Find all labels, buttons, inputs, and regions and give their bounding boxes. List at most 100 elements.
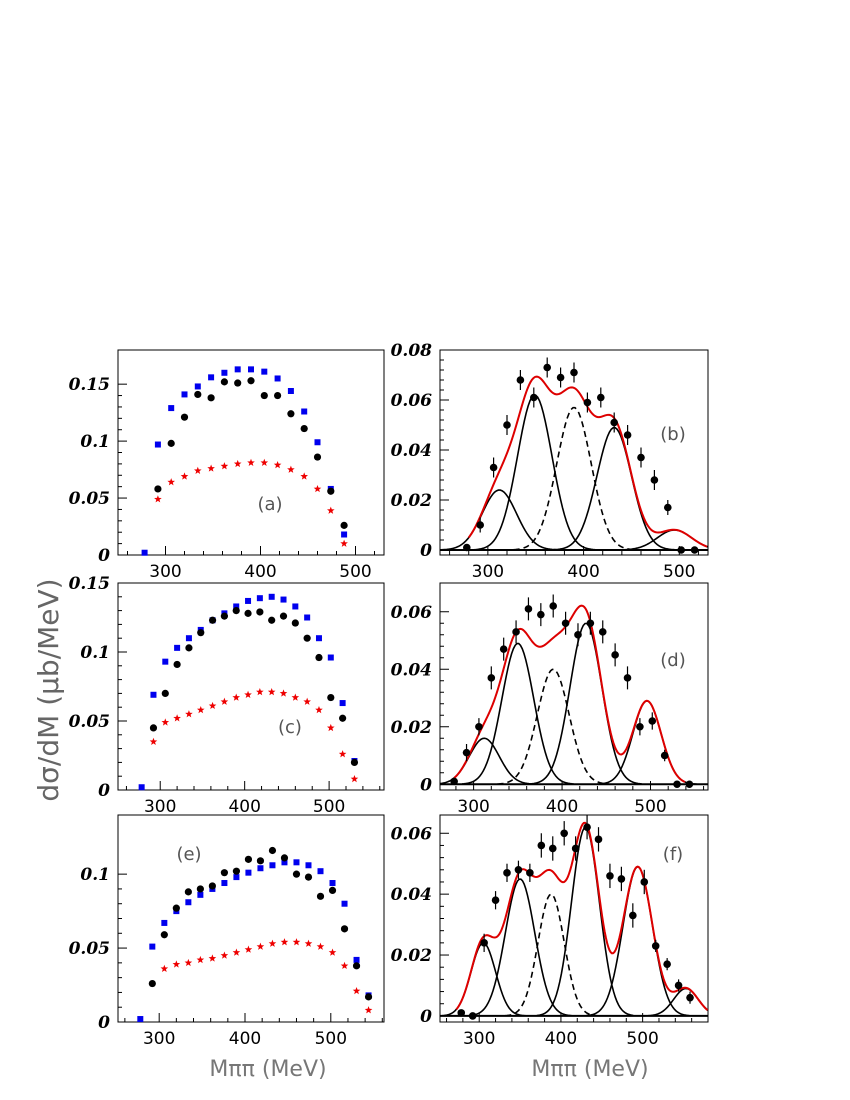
red-star-point bbox=[244, 945, 253, 953]
y-tick-label-b: 0.02 bbox=[391, 491, 433, 511]
black-circle-point bbox=[280, 854, 289, 862]
data-point bbox=[677, 546, 685, 554]
red-star-point bbox=[247, 458, 255, 466]
x-tick-label-d: 300 bbox=[457, 797, 489, 817]
data-point bbox=[503, 421, 511, 429]
blue-square-point bbox=[317, 868, 324, 875]
red-star-point bbox=[287, 465, 295, 473]
data-point bbox=[610, 418, 618, 427]
red-star-point bbox=[280, 938, 289, 946]
red-star-point bbox=[260, 458, 269, 466]
blue-square-point bbox=[292, 603, 299, 610]
data-point bbox=[594, 835, 603, 844]
component-curve-f-3 bbox=[505, 893, 597, 1017]
component-curve-f-4 bbox=[536, 826, 634, 1017]
blue-square-point bbox=[141, 549, 148, 556]
red-star-point bbox=[304, 939, 313, 947]
black-circle-point bbox=[303, 634, 311, 642]
total-fit-curve-d bbox=[453, 604, 686, 783]
red-star-point bbox=[327, 723, 335, 732]
black-circle-point bbox=[244, 609, 252, 617]
blue-square-point bbox=[208, 374, 215, 381]
panel-label-a: (a) bbox=[257, 494, 282, 515]
x-axis-title-left: Mππ (MeV) bbox=[209, 1057, 326, 1082]
blue-square-point bbox=[268, 593, 275, 600]
red-star-point bbox=[173, 714, 181, 722]
red-star-point bbox=[244, 690, 252, 699]
red-star-point bbox=[292, 938, 301, 946]
black-circle-point bbox=[172, 904, 180, 912]
data-point bbox=[516, 376, 525, 384]
data-point bbox=[503, 869, 511, 877]
panel-label-c: (c) bbox=[278, 717, 302, 738]
black-circle-point bbox=[339, 714, 347, 722]
data-point bbox=[571, 844, 580, 853]
y-tick-label-d: 0 bbox=[420, 775, 432, 795]
black-circle-point bbox=[208, 882, 216, 890]
x-axis-title-right: Mππ (MeV) bbox=[531, 1057, 648, 1082]
red-star-point bbox=[267, 688, 276, 696]
data-point bbox=[650, 476, 659, 484]
x-tick-label-e: 500 bbox=[315, 1029, 347, 1049]
red-star-point bbox=[316, 942, 325, 950]
red-star-point bbox=[256, 688, 264, 696]
blue-square-point bbox=[293, 859, 300, 866]
black-circle-point bbox=[256, 857, 265, 865]
component-curve-d-1 bbox=[440, 737, 536, 785]
data-point bbox=[548, 844, 557, 853]
y-tick-label-c: 0.05 bbox=[69, 712, 110, 732]
component-curve-b-2 bbox=[474, 394, 596, 551]
component-curve-d-4 bbox=[530, 622, 642, 785]
blue-square-point bbox=[162, 658, 169, 665]
data-point bbox=[597, 393, 605, 402]
data-point bbox=[537, 610, 545, 619]
red-star-point bbox=[273, 461, 282, 469]
black-circle-point bbox=[184, 888, 192, 896]
red-star-point bbox=[327, 506, 335, 514]
red-star-point bbox=[207, 464, 215, 472]
x-tick-label-e: 300 bbox=[143, 1029, 175, 1049]
blue-square-point bbox=[154, 441, 161, 448]
data-point bbox=[636, 722, 644, 731]
black-circle-point bbox=[247, 377, 255, 385]
red-star-point bbox=[154, 495, 162, 503]
red-star-point bbox=[303, 697, 311, 705]
blue-square-point bbox=[233, 603, 240, 610]
blue-square-point bbox=[329, 880, 336, 887]
x-tick-label-e: 400 bbox=[229, 1029, 261, 1049]
panel-c: 0 0.05 0.1 0.15 300 400 500 (c) bbox=[69, 574, 385, 817]
x-tick-label-c: 400 bbox=[228, 797, 260, 817]
black-circle-point bbox=[350, 758, 359, 767]
red-star-point bbox=[364, 1006, 373, 1014]
data-point bbox=[583, 398, 592, 407]
x-tick-label-d: 400 bbox=[546, 797, 578, 817]
red-star-point bbox=[208, 701, 217, 710]
data-point bbox=[475, 722, 483, 731]
y-tick-label-c: 0.1 bbox=[80, 643, 110, 663]
panel-label-e: (e) bbox=[176, 844, 201, 865]
data-point bbox=[586, 619, 595, 628]
red-star-point bbox=[184, 958, 193, 967]
y-tick-label-a: 0.15 bbox=[69, 375, 110, 395]
plot-frame-e bbox=[117, 814, 385, 1023]
black-circle-point bbox=[173, 660, 181, 669]
y-tick-label-f: 0.02 bbox=[391, 946, 433, 966]
data-point bbox=[561, 619, 570, 628]
black-circle-point bbox=[185, 644, 193, 652]
blue-square-point bbox=[287, 388, 294, 394]
plot-frame-b bbox=[439, 349, 709, 556]
black-circle-point bbox=[316, 892, 325, 900]
black-circle-point bbox=[340, 925, 349, 933]
blue-square-point bbox=[269, 862, 276, 869]
red-star-point bbox=[350, 774, 359, 783]
blue-square-point bbox=[194, 383, 201, 390]
data-point bbox=[651, 942, 660, 950]
black-circle-point bbox=[148, 979, 156, 988]
black-circle-point bbox=[196, 885, 204, 893]
red-star-point bbox=[233, 459, 242, 468]
data-point bbox=[560, 829, 568, 838]
blue-square-point bbox=[281, 859, 288, 866]
red-star-point bbox=[352, 986, 361, 995]
curves-f bbox=[440, 821, 708, 1017]
